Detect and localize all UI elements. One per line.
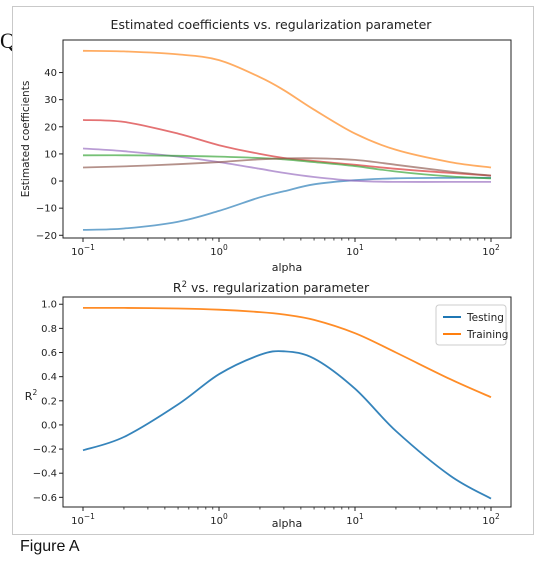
y-tick-label: 1.0 [41,300,57,311]
y-tick-label: 0.4 [41,372,57,383]
y-tick-label: −10 [36,204,57,215]
y-tick-label: −0.6 [33,493,57,504]
figure-panel: Estimated coefficients vs. regularizatio… [12,6,534,535]
figure-caption: Figure A [20,538,80,555]
legend-label-testing: Testing [466,312,504,324]
y-tick-label: 0.2 [41,396,57,407]
r2-testing-line [82,350,492,500]
coefficients-y-axis-label: Estimated coefficients [20,81,32,198]
r2-title-sup: 2 [182,280,187,290]
x-tick-label: 101 [346,512,364,527]
r2-series-group [82,306,492,500]
y-tick-label: 30 [44,95,57,106]
r2-y-axis-label: R2 [25,388,38,403]
coefficients-y-ticks: −20 −10 0 10 20 30 40 [36,68,63,242]
x-tick-label: 100 [210,243,228,258]
x-tick-label: 102 [482,243,500,258]
x-tick-label: 102 [482,512,500,527]
r2-plot-frame [62,296,512,508]
coefficients-x-ticks: 10−1 100 101 102 [71,238,500,258]
r2-x-axis-label: alpha [272,517,303,530]
coefficient-blue-line [82,176,492,231]
y-tick-label: 0.0 [41,420,57,431]
r2-legend: Testing Training [435,304,508,346]
r2-y-ticks: −0.6 −0.4 −0.2 0.0 0.2 0.4 0.6 0.8 1.0 [33,300,63,504]
coefficients-plot-frame [62,39,512,239]
r2-ylabel-base: R [25,390,33,403]
r2-x-ticks: 10−1 100 101 102 [71,507,500,527]
y-tick-label: 20 [44,122,57,133]
r2-title-prefix: R [173,280,182,295]
x-tick-label: 101 [346,243,364,258]
x-tick-label: 10−1 [71,512,95,527]
y-tick-label: 0 [51,177,57,188]
y-tick-label: 10 [44,149,57,160]
r2-chart: R2 vs. regularization parameter −0.6−0.4… [25,280,512,530]
x-tick-label: 10−1 [71,243,95,258]
y-tick-label: 0.8 [41,324,57,335]
coefficients-chart: Estimated coefficients vs. regularizatio… [20,17,512,274]
r2-training-line [82,306,492,399]
y-tick-label: 0.6 [41,348,57,359]
x-tick-label: 100 [210,512,228,527]
y-tick-label: 40 [44,68,57,79]
y-tick-label: −0.4 [33,469,57,480]
legend-label-training: Training [466,329,508,341]
r2-title-suffix: vs. regularization parameter [187,280,370,295]
coefficients-series-group [82,49,492,231]
figure-svg: Estimated coefficients vs. regularizatio… [20,17,512,530]
coefficients-chart-title: Estimated coefficients vs. regularizatio… [111,17,433,32]
y-tick-label: −0.2 [33,445,57,456]
r2-chart-title: R2 vs. regularization parameter [173,280,370,295]
coefficient-red-line [82,119,492,177]
coefficient-orange-line [82,49,492,169]
y-tick-label: −20 [36,231,57,242]
r2-ylabel-sup: 2 [32,388,37,397]
coefficients-x-axis-label: alpha [272,261,303,274]
coefficient-brown-line [82,157,492,177]
